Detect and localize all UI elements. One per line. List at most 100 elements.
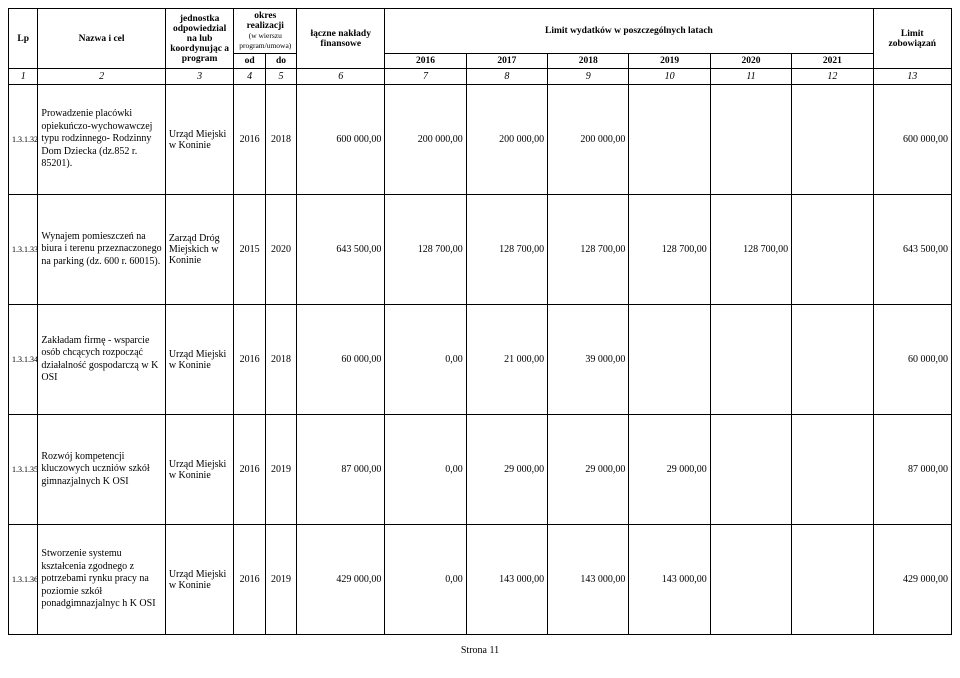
cell-nazwa: Wynajem pomieszczeń na biura i terenu pr… — [38, 195, 165, 305]
header-limit-zob: Limit zobowiązań — [873, 9, 952, 69]
colnum-7: 7 — [385, 69, 466, 85]
cell-limit: 87 000,00 — [873, 415, 952, 525]
table-row: 1.3.1.32Prowadzenie placówki opiekuńczo-… — [9, 85, 952, 195]
cell-v2020 — [710, 415, 791, 525]
header-okres-text: okres realizacji — [247, 11, 284, 31]
table-row: 1.3.1.34Zakładam firmę - wsparcie osób c… — [9, 305, 952, 415]
cell-v2018: 200 000,00 — [548, 85, 629, 195]
header-2017: 2017 — [466, 54, 547, 69]
cell-nazwa: Zakładam firmę - wsparcie osób chcących … — [38, 305, 165, 415]
header-2020: 2020 — [710, 54, 791, 69]
cell-limit: 600 000,00 — [873, 85, 952, 195]
colnum-4: 4 — [234, 69, 265, 85]
cell-jedn: Urząd Miejski w Koninie — [165, 85, 234, 195]
cell-v2021 — [792, 305, 873, 415]
cell-od: 2016 — [234, 305, 265, 415]
cell-do: 2020 — [265, 195, 296, 305]
expenditure-table: Lp Nazwa i cel jednostka odpowiedzial na… — [8, 8, 952, 635]
cell-v2017: 21 000,00 — [466, 305, 547, 415]
header-nazwa: Nazwa i cel — [38, 9, 165, 69]
header-okres: okres realizacji (w wierszu program/umow… — [234, 9, 297, 54]
page-footer: Strona 11 — [8, 635, 952, 656]
header-do: do — [265, 54, 296, 69]
cell-nazwa: Stworzenie systemu kształcenia zgodnego … — [38, 525, 165, 635]
cell-limit: 60 000,00 — [873, 305, 952, 415]
header-2018: 2018 — [548, 54, 629, 69]
cell-jedn: Urząd Miejski w Koninie — [165, 415, 234, 525]
header-od: od — [234, 54, 265, 69]
cell-v2018: 128 700,00 — [548, 195, 629, 305]
cell-laczne: 643 500,00 — [297, 195, 385, 305]
cell-v2021 — [792, 195, 873, 305]
cell-v2017: 128 700,00 — [466, 195, 547, 305]
cell-od: 2016 — [234, 525, 265, 635]
cell-v2019: 143 000,00 — [629, 525, 710, 635]
colnum-11: 11 — [710, 69, 791, 85]
colnum-3: 3 — [165, 69, 234, 85]
cell-v2019: 128 700,00 — [629, 195, 710, 305]
colnum-12: 12 — [792, 69, 873, 85]
cell-lp: 1.3.1.33 — [9, 195, 38, 305]
cell-v2021 — [792, 525, 873, 635]
colnum-6: 6 — [297, 69, 385, 85]
header-limit-lat: Limit wydatków w poszczególnych latach — [385, 9, 873, 54]
cell-v2021 — [792, 85, 873, 195]
cell-od: 2015 — [234, 195, 265, 305]
cell-v2018: 39 000,00 — [548, 305, 629, 415]
colnum-2: 2 — [38, 69, 165, 85]
colnum-10: 10 — [629, 69, 710, 85]
cell-v2020 — [710, 305, 791, 415]
cell-nazwa: Rozwój kompetencji kluczowych uczniów sz… — [38, 415, 165, 525]
table-row: 1.3.1.33Wynajem pomieszczeń na biura i t… — [9, 195, 952, 305]
cell-do: 2018 — [265, 305, 296, 415]
cell-do: 2019 — [265, 525, 296, 635]
cell-v2016: 0,00 — [385, 525, 466, 635]
cell-laczne: 87 000,00 — [297, 415, 385, 525]
header-2019: 2019 — [629, 54, 710, 69]
header-laczne: łączne nakłady finansowe — [297, 9, 385, 69]
cell-v2016: 128 700,00 — [385, 195, 466, 305]
colnum-1: 1 — [9, 69, 38, 85]
cell-v2020: 128 700,00 — [710, 195, 791, 305]
cell-v2019: 29 000,00 — [629, 415, 710, 525]
cell-lp: 1.3.1.35 — [9, 415, 38, 525]
cell-v2016: 0,00 — [385, 305, 466, 415]
cell-lp: 1.3.1.34 — [9, 305, 38, 415]
cell-v2017: 200 000,00 — [466, 85, 547, 195]
header-2016: 2016 — [385, 54, 466, 69]
cell-v2020 — [710, 85, 791, 195]
header-jednostka: jednostka odpowiedzial na lub koordynują… — [165, 9, 234, 69]
cell-nazwa: Prowadzenie placówki opiekuńczo-wychowaw… — [38, 85, 165, 195]
cell-do: 2019 — [265, 415, 296, 525]
cell-v2021 — [792, 415, 873, 525]
header-2021: 2021 — [792, 54, 873, 69]
cell-v2016: 200 000,00 — [385, 85, 466, 195]
table-row: 1.3.1.35Rozwój kompetencji kluczowych uc… — [9, 415, 952, 525]
cell-lp: 1.3.1.32 — [9, 85, 38, 195]
cell-v2019 — [629, 305, 710, 415]
cell-laczne: 429 000,00 — [297, 525, 385, 635]
cell-laczne: 60 000,00 — [297, 305, 385, 415]
cell-jedn: Urząd Miejski w Koninie — [165, 525, 234, 635]
cell-v2019 — [629, 85, 710, 195]
cell-od: 2016 — [234, 85, 265, 195]
cell-lp: 1.3.1.36 — [9, 525, 38, 635]
colnum-8: 8 — [466, 69, 547, 85]
colnum-5: 5 — [265, 69, 296, 85]
colnum-9: 9 — [548, 69, 629, 85]
cell-do: 2018 — [265, 85, 296, 195]
cell-v2018: 143 000,00 — [548, 525, 629, 635]
cell-jedn: Urząd Miejski w Koninie — [165, 305, 234, 415]
header-okres-sub: (w wierszu program/umowa) — [239, 31, 291, 50]
cell-od: 2016 — [234, 415, 265, 525]
cell-limit: 429 000,00 — [873, 525, 952, 635]
header-lp: Lp — [9, 9, 38, 69]
cell-jedn: Zarząd Dróg Miejskich w Koninie — [165, 195, 234, 305]
cell-laczne: 600 000,00 — [297, 85, 385, 195]
cell-v2016: 0,00 — [385, 415, 466, 525]
cell-v2017: 143 000,00 — [466, 525, 547, 635]
table-row: 1.3.1.36Stworzenie systemu kształcenia z… — [9, 525, 952, 635]
cell-limit: 643 500,00 — [873, 195, 952, 305]
colnum-13: 13 — [873, 69, 952, 85]
cell-v2020 — [710, 525, 791, 635]
